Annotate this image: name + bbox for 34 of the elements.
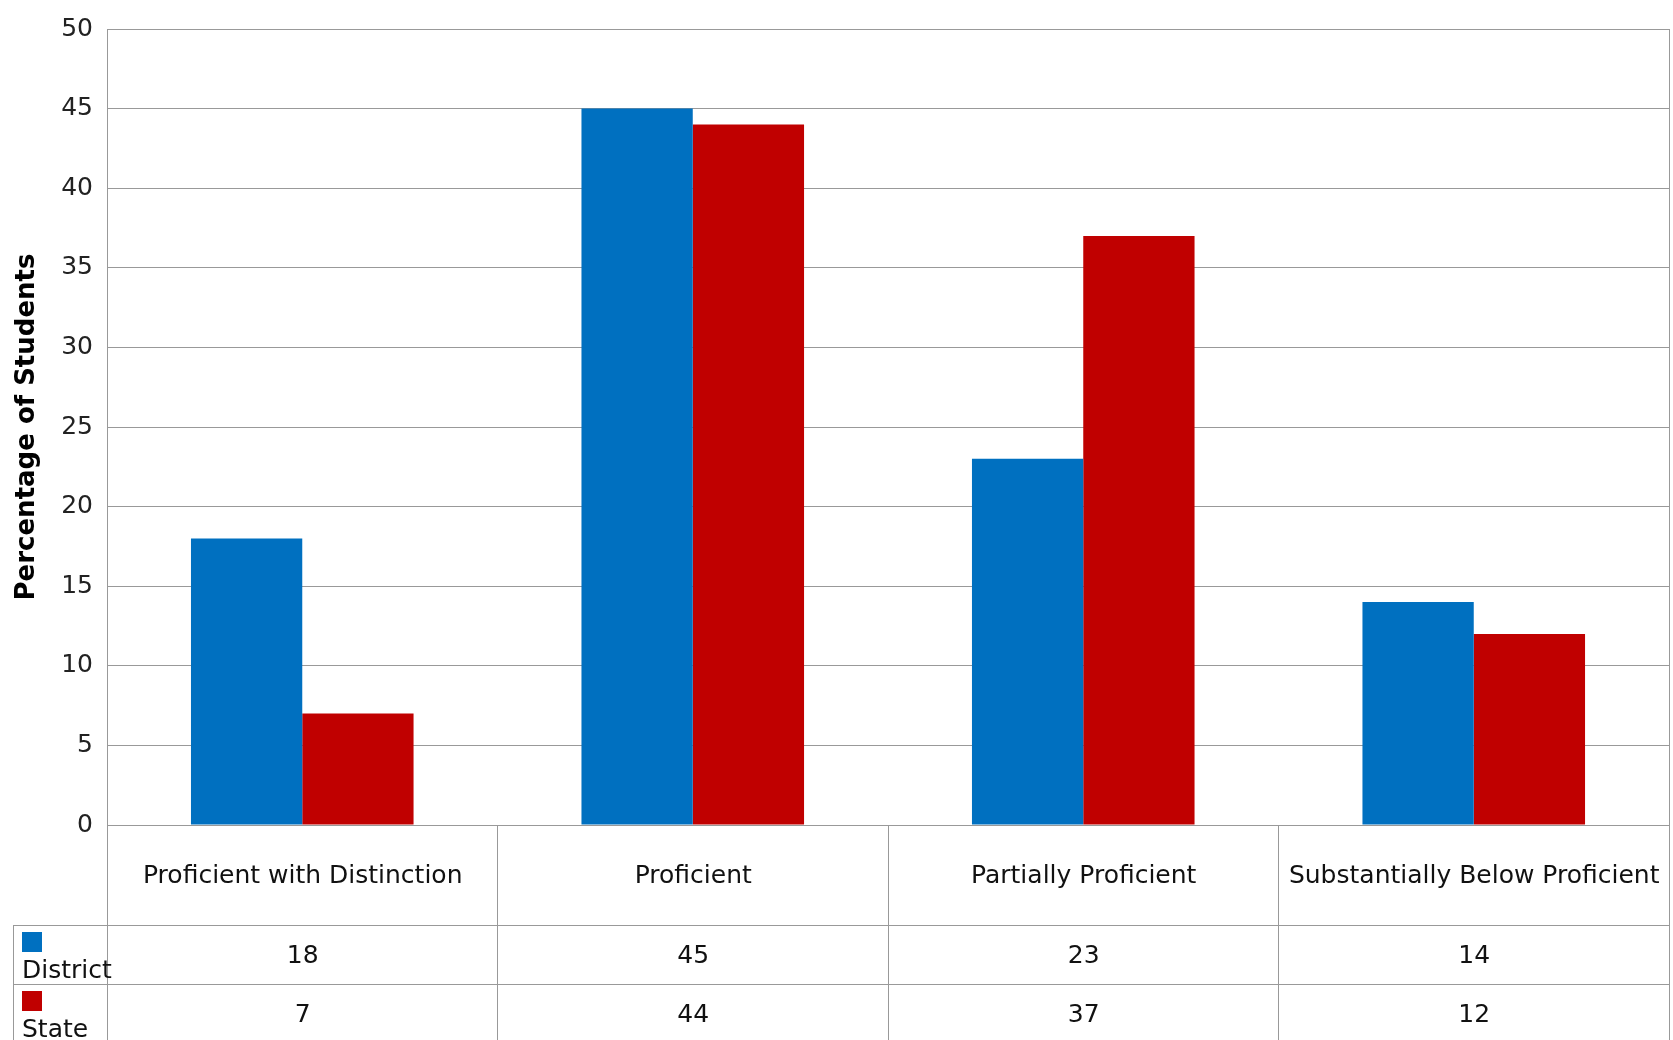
data-label: 18 [286,940,319,969]
y-tick-label: 45 [61,92,94,122]
y-tick-label: 30 [61,330,94,360]
bar [190,538,303,825]
x-tick-label: Proficient [497,825,889,925]
x-tick-label: Proficient with Distinction [107,825,498,925]
data-label: 37 [888,984,1279,1040]
data-label: 44 [497,984,889,1040]
y-tick-label: 40 [61,171,94,201]
y-tick-label: 15 [61,569,94,599]
y-axis-title: Percentage of Students [10,253,41,601]
y-tick-label: 10 [61,649,94,679]
y-tick-label: 50 [61,12,94,42]
y-tick-label: 25 [61,410,94,440]
data-label: 12 [1278,984,1670,1040]
bar [581,108,693,825]
legend-label: State [13,984,108,1040]
bar [302,713,414,825]
data-label: 23 [888,925,1279,984]
y-tick-label: 35 [61,251,94,281]
bar [692,124,805,825]
bar [971,458,1084,825]
bar [1083,235,1195,825]
data-label: 45 [497,925,889,984]
y-tick-label: 20 [61,490,94,520]
legend-label: District [21,953,112,984]
y-tick-label: 5 [77,728,94,758]
data-label: 7 [107,984,498,1040]
y-tick-label: 0 [77,808,94,838]
x-tick-label: Partially Proficient [888,825,1279,925]
data-label: 14 [1278,925,1670,984]
bar [1473,633,1586,825]
x-tick-label: Substantially Below Proficient [1278,825,1670,925]
bar [1362,602,1474,825]
